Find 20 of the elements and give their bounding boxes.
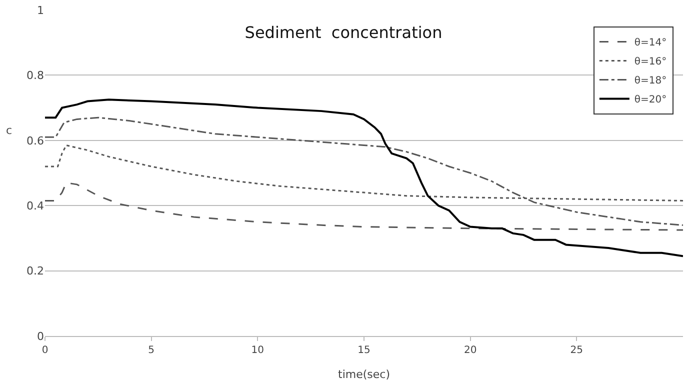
line-series — [45, 116, 683, 226]
x-tick-label: 5 — [148, 345, 155, 356]
x-tick-label: 10 — [251, 345, 264, 356]
legend-label: θ=16° — [634, 56, 667, 68]
legend-label: θ=18° — [634, 76, 667, 87]
y-tick-label: 0.8 — [26, 69, 44, 82]
y-tick-label: 1 — [37, 4, 44, 17]
x-axis-title: time(sec) — [338, 368, 390, 382]
y-tick-label: 0.6 — [26, 134, 44, 148]
x-tick-label: 20 — [464, 345, 477, 356]
legend-label: θ=20° — [634, 94, 667, 106]
x-tick-label: 25 — [570, 345, 584, 356]
line-series — [45, 182, 683, 231]
legend-label: θ=14° — [634, 38, 667, 49]
y-tick-label: 0.4 — [26, 199, 44, 212]
x-tick-label: 15 — [358, 345, 370, 356]
y-tick-label: 0 — [37, 330, 44, 343]
text: Sediment concentration — [244, 22, 442, 42]
y-axis-title: c — [6, 124, 12, 137]
y-tick-label: 0.2 — [26, 264, 44, 278]
